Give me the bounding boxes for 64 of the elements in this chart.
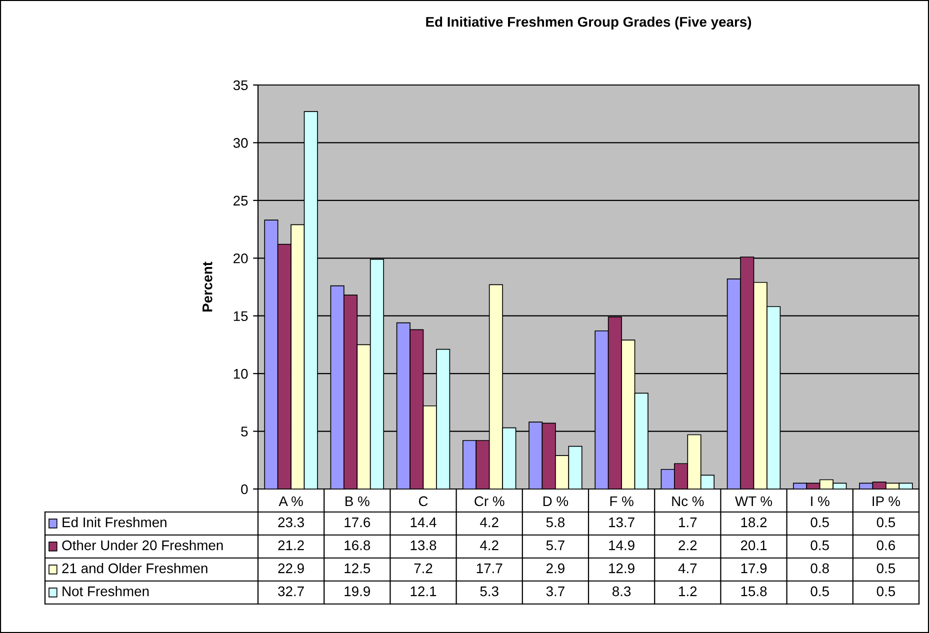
data-label: 21.2 <box>278 540 304 550</box>
data-label: 20.1 <box>740 540 767 550</box>
data-label: 17.6 <box>344 517 370 528</box>
data-label: 23.3 <box>278 517 304 528</box>
data-label: 0.5 <box>876 563 896 574</box>
data-label: 1.7 <box>679 518 697 528</box>
data-label: 32.7 <box>278 586 304 596</box>
data-label: 13.7 <box>609 517 634 528</box>
x-tick-label: Cr % <box>474 496 504 506</box>
y-tick-label: 10 <box>234 368 248 379</box>
data-label: 0.6 <box>876 540 895 550</box>
data-label: 0.5 <box>810 586 829 596</box>
data-label: 12.1 <box>410 586 436 596</box>
data-label: 4.2 <box>480 540 498 550</box>
data-label: 0.5 <box>876 517 896 528</box>
y-tick-label: 30 <box>233 138 248 148</box>
data-label: 22.9 <box>278 563 304 574</box>
x-tick-label: D % <box>543 496 568 506</box>
data-label: 12.5 <box>344 563 370 574</box>
y-tick-label: 20 <box>234 253 248 264</box>
x-tick-label: F % <box>610 496 634 506</box>
data-label: 5.3 <box>480 586 498 596</box>
data-label: 17.9 <box>741 563 767 574</box>
data-label: 18.2 <box>741 517 767 528</box>
legend-label: 21 and Older Freshmen <box>62 563 208 574</box>
x-tick-label: C <box>418 496 428 506</box>
data-label: 13.8 <box>410 540 436 550</box>
data-label: 19.9 <box>344 586 370 596</box>
data-label: 0.5 <box>876 586 896 596</box>
data-label: 16.8 <box>344 540 370 550</box>
legend-label: Other Under 20 Freshmen <box>62 540 223 550</box>
data-label: 0.8 <box>810 563 829 574</box>
data-label: 0.5 <box>810 540 829 550</box>
chart-title: Ed Initiative Freshmen Group Grades (Five years) <box>426 16 752 30</box>
x-tick-label: IP % <box>872 496 900 506</box>
legend-label: Ed Init Freshmen <box>62 517 166 528</box>
data-label: 15.8 <box>741 586 767 596</box>
y-tick-label: 0 <box>241 484 248 494</box>
data-label: 1.2 <box>679 586 697 596</box>
data-label: 8.3 <box>612 586 631 596</box>
data-label: 3.7 <box>546 586 564 596</box>
data-label: 2.9 <box>546 563 564 574</box>
x-tick-label: B % <box>346 496 370 506</box>
data-label: 14.9 <box>609 540 634 550</box>
data-label: 4.2 <box>480 517 498 528</box>
legend-label: Not Freshmen <box>62 586 149 596</box>
y-tick-label: 15 <box>234 311 248 322</box>
x-tick-label: WT % <box>735 496 772 506</box>
x-tick-label: I % <box>811 496 830 506</box>
x-tick-label: Nc % <box>672 496 704 506</box>
y-tick-label: 5 <box>241 426 248 436</box>
data-label: 5.7 <box>546 540 564 550</box>
data-label: 2.2 <box>678 540 697 550</box>
data-label: 0.5 <box>810 517 829 528</box>
x-tick-label: A % <box>278 496 303 506</box>
data-label: 4.7 <box>678 564 697 574</box>
y-tick-label: 35 <box>233 80 248 90</box>
data-label: 14.4 <box>410 518 436 528</box>
data-label: 17.7 <box>476 564 502 574</box>
data-label: 5.8 <box>546 517 564 528</box>
data-label: 7.2 <box>414 563 432 574</box>
y-axis-title: Percent <box>202 262 212 312</box>
data-label: 12.9 <box>609 563 634 574</box>
y-tick-label: 25 <box>234 196 248 206</box>
